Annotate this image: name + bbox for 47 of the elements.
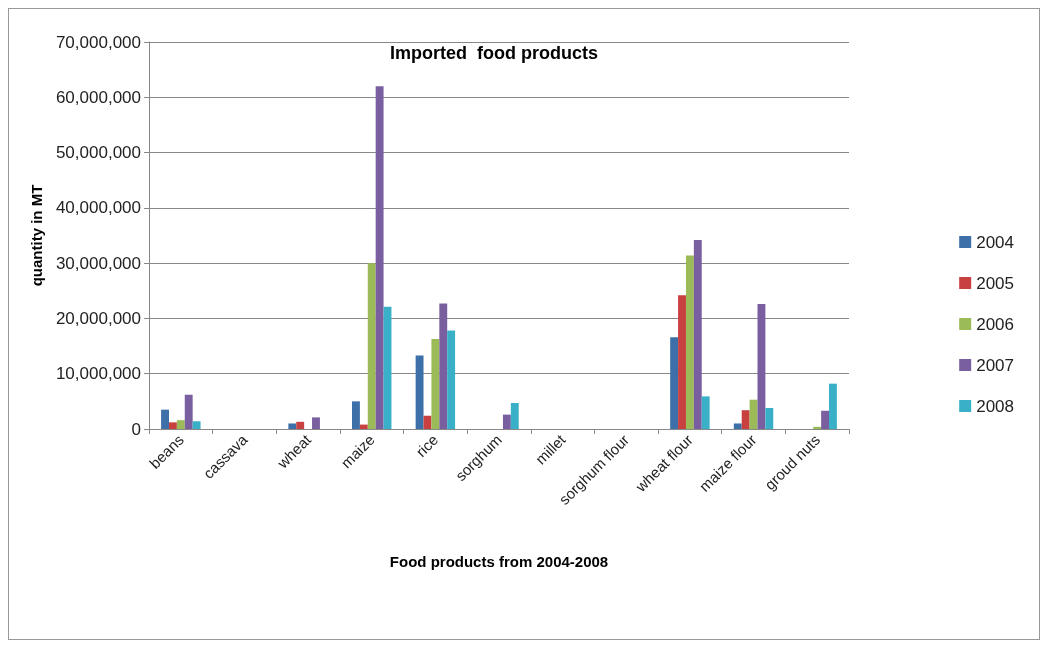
bar xyxy=(367,263,376,429)
y-tick-label: 10,000,000 xyxy=(55,364,141,384)
legend-label: 2004 xyxy=(976,232,1015,252)
bar xyxy=(359,424,368,429)
bar xyxy=(813,426,822,429)
bar xyxy=(685,255,694,429)
bar xyxy=(168,422,177,429)
bar xyxy=(829,383,837,429)
bar xyxy=(510,403,519,429)
bar xyxy=(765,407,774,429)
bar xyxy=(375,86,384,429)
bar xyxy=(431,338,440,429)
bar xyxy=(447,330,456,429)
bar xyxy=(161,409,169,429)
bar xyxy=(757,304,766,429)
bar xyxy=(312,417,320,429)
bar xyxy=(415,355,424,429)
bar xyxy=(693,239,702,429)
bar xyxy=(733,423,742,429)
y-tick-label: 0 xyxy=(131,419,141,439)
x-axis-title: Food products from 2004-2008 xyxy=(389,553,609,570)
y-tick-label: 70,000,000 xyxy=(55,32,141,52)
y-tick-label: 30,000,000 xyxy=(55,253,141,273)
bar xyxy=(502,414,511,429)
bar xyxy=(176,420,185,429)
bar xyxy=(821,410,830,429)
bar xyxy=(288,423,297,429)
bar xyxy=(296,421,305,429)
bar xyxy=(192,421,201,429)
y-tick-label: 40,000,000 xyxy=(55,198,141,218)
legend-label: 2005 xyxy=(976,273,1015,293)
legend-label: 2006 xyxy=(976,314,1015,334)
bar xyxy=(741,410,750,429)
bar xyxy=(678,295,686,429)
bar xyxy=(670,337,679,429)
chart-title: Imported food products xyxy=(390,43,598,63)
legend-label: 2008 xyxy=(976,396,1015,416)
bar xyxy=(439,303,448,429)
bar xyxy=(352,401,360,429)
y-axis-title: quantity in MT xyxy=(28,184,45,287)
bar xyxy=(701,396,710,429)
y-tick-label: 50,000,000 xyxy=(55,143,141,163)
y-tick-label: 20,000,000 xyxy=(55,308,141,328)
legend-label: 2007 xyxy=(976,355,1015,375)
x-tick-label: rice xyxy=(412,430,442,461)
bar xyxy=(184,394,193,429)
y-tick-label: 60,000,000 xyxy=(55,87,141,107)
